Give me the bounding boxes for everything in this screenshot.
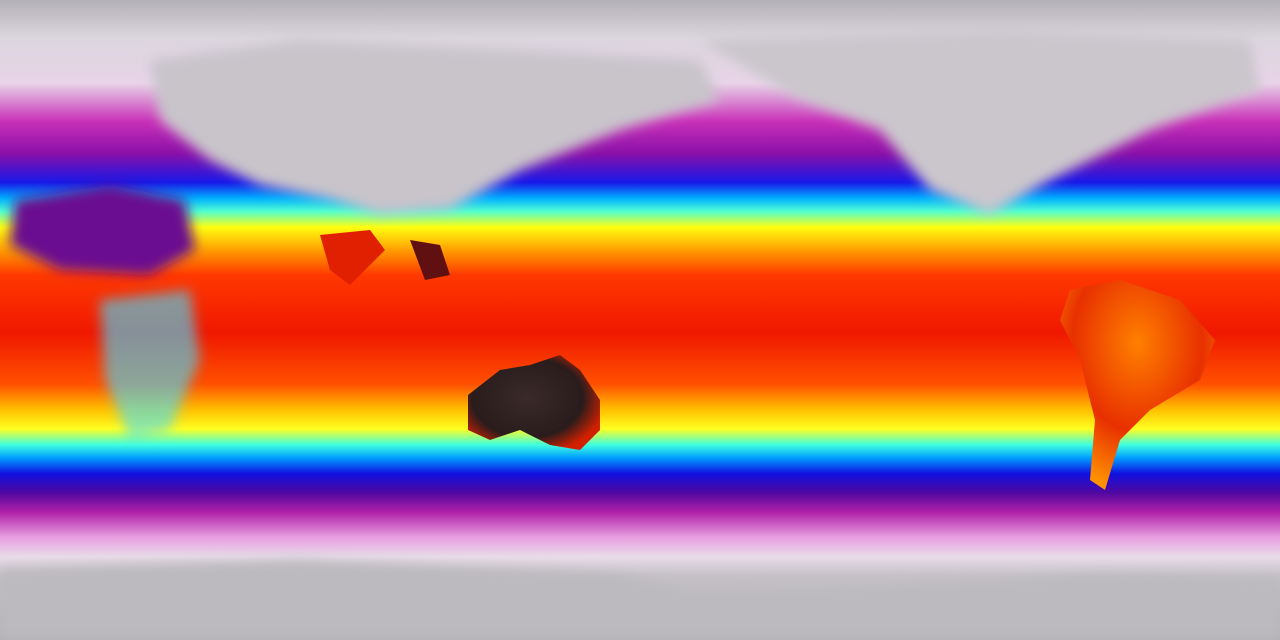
indochina-landmass — [410, 240, 450, 280]
antarctica-landmass — [0, 560, 1280, 640]
india-landmass — [320, 230, 385, 285]
australia-landmass — [468, 355, 600, 450]
southern-africa-landmass — [100, 290, 200, 440]
sahara-arabia-landmass — [10, 185, 195, 275]
north-america-cold-landmass — [700, 30, 1260, 215]
south-america-landmass — [1060, 280, 1215, 490]
eurasia-cold-landmass — [150, 40, 720, 215]
